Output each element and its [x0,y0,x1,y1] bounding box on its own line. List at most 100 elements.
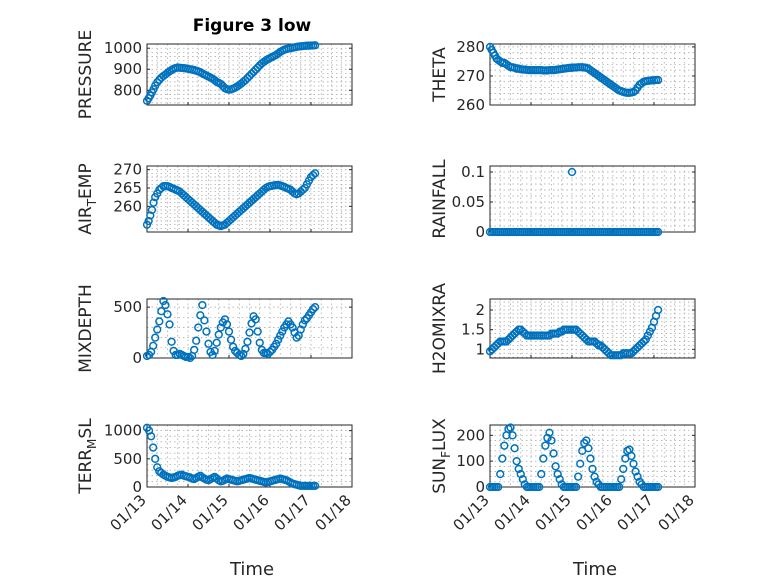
data-point [553,329,562,338]
x-tick-label: 01/17 [614,491,657,534]
data-point [292,333,301,342]
data-point [149,341,158,350]
data-point [629,459,638,468]
x-tick-label: 01/15 [532,491,575,534]
data-point [151,454,160,463]
data-point [310,41,320,50]
axes-box [489,298,696,359]
data-point [163,310,172,319]
y-tick-label: 0 [475,478,485,496]
data-point [582,436,591,445]
x-tick-label: 01/14 [148,491,191,534]
data-point [653,75,663,85]
data-point [216,79,225,89]
data-point [296,325,305,334]
data-point [146,211,155,220]
data-point [241,344,250,353]
data-point [161,300,170,310]
data-point [553,469,562,479]
data-point [149,198,158,207]
data-point [159,296,168,306]
data-point [310,169,320,178]
data-point [584,444,593,453]
data-point [547,436,556,445]
data-point [298,320,307,329]
y-tick-label: 265 [113,179,142,197]
data-point [586,454,595,463]
data-point [222,320,232,329]
data-point [274,335,283,344]
axes-box [146,298,353,359]
data-point [619,464,628,474]
data-point [653,305,663,315]
subplot-rainfall: 0 0.05 0.1 RAINFALL [430,159,696,241]
data-point [508,431,517,440]
y-tick-label: 800 [113,81,142,99]
data-point [245,328,254,337]
data-point [153,463,162,472]
data-point [153,325,162,334]
y-tick-label: 200 [456,426,485,444]
y-axis-label: MIXDEPTH [76,284,96,373]
x-tick-label: 01/13 [450,491,493,534]
figure-title: Figure 3 low [193,16,312,36]
data-point [147,205,157,215]
axes-box [146,165,353,233]
y-tick-label: 100 [456,452,485,470]
data-point [239,349,248,359]
data-point [518,475,527,484]
data-point [514,464,523,474]
x-tick-label: 01/16 [573,491,616,534]
data-point [574,472,583,481]
data-point [571,482,581,492]
data-point [204,339,213,348]
x-tick-label: 01/18 [312,491,355,534]
y-tick-label: 900 [113,60,142,78]
data-point [272,339,281,348]
data-point [592,339,601,348]
data-point [615,482,624,492]
data-point [498,454,507,463]
data-point [298,185,307,194]
y-axis-label: AIRTEMP [76,163,99,234]
y-axis-label: SUNFLUX [430,418,453,494]
data-point [155,317,164,326]
data-point [617,475,626,484]
data-point [516,469,525,479]
data-point [631,467,640,476]
data-point [210,346,219,356]
y-axis-label: TERRMSL [76,418,99,495]
data-point [210,218,219,227]
data-point [276,331,285,340]
data-point [208,350,217,360]
y-axis-label: THETA [430,47,450,103]
y-tick-label: 260 [113,197,142,215]
data-point [247,69,256,79]
y-tick-label: 1000 [104,422,142,440]
data-point [185,353,195,363]
y-tick-label: 500 [113,298,142,316]
x-tick-label: 01/17 [271,491,314,534]
data-point [551,462,560,471]
data-point [198,300,207,310]
data-point [590,472,599,481]
data-point [243,73,252,83]
data-point [255,338,264,347]
y-tick-label: 260 [456,96,485,114]
y-axis-label: RAINFALL [430,159,450,239]
y-tick-label: 0.1 [461,163,485,181]
data-point [149,443,158,452]
y-tick-label: 500 [113,450,142,468]
data-point [496,469,505,479]
data-point [541,441,550,450]
data-point [645,327,655,336]
data-point [653,227,663,237]
y-tick-label: 280 [456,38,485,56]
data-point [212,338,221,347]
x-axis-label-right: Time [572,559,617,580]
data-point [512,457,521,466]
data-point [220,315,230,324]
axes-box [146,43,353,106]
